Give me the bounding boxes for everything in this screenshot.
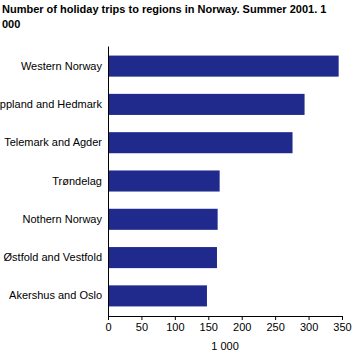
x-tick-label: 250 [266, 321, 284, 333]
y-tick: Western Norway [21, 60, 108, 72]
x-tick-mark [208, 316, 209, 320]
x-tick-mark [141, 316, 142, 320]
bar [108, 132, 293, 153]
bar [108, 209, 218, 230]
x-axis-line [109, 317, 343, 321]
y-tick-label: Østfold and Vestfold [4, 251, 102, 263]
y-tick: Nothern Norway [23, 213, 108, 225]
bar [108, 56, 339, 77]
y-axis-line [108, 47, 109, 317]
y-axis: Western Norway Buskerud, Oppland and Hedm… [0, 47, 109, 317]
y-tick: Østfold and Vestfold [4, 251, 108, 263]
y-tick: Buskerud, Oppland and Hedmark [0, 98, 108, 110]
x-tick: 200 [233, 316, 251, 333]
bars [108, 56, 339, 307]
x-tick-mark [242, 316, 243, 320]
title: Number of holiday trips to regions in No… [2, 3, 326, 30]
x-tick: 350 [333, 316, 351, 333]
y-tick-label: Trøndelag [52, 175, 102, 187]
x-tick: 250 [266, 316, 284, 333]
x-tick-label: 100 [166, 321, 184, 333]
x-tick-mark [309, 316, 310, 320]
x-tick: 100 [166, 316, 184, 333]
y-tick-label: Buskerud, Oppland and Hedmark [0, 98, 102, 110]
bar [108, 170, 220, 191]
y-tick-label: Western Norway [21, 60, 103, 72]
x-tick: 50 [136, 316, 148, 333]
x-tick-mark [175, 316, 176, 320]
x-tick-label: 200 [233, 321, 251, 333]
y-tick: Telemark and Agder [4, 136, 108, 148]
x-tick-label: 150 [200, 321, 218, 333]
x-tick-label: 300 [300, 321, 318, 333]
x-tick-label: 0 [105, 321, 111, 333]
x-tick-label: 50 [136, 321, 148, 333]
bar [108, 247, 217, 268]
y-tick-label: Telemark and Agder [4, 136, 102, 148]
x-tick-mark [275, 316, 276, 320]
x-tick-mark [108, 316, 109, 320]
x-tick-label: 350 [333, 321, 351, 333]
y-tick-label: Akershus and Oslo [9, 289, 102, 301]
y-tick-label: Nothern Norway [23, 213, 103, 225]
x-axis: 0 50 100 150 200 250 300 350 [105, 316, 351, 333]
x-tick: 0 [105, 316, 111, 333]
y-tick: Trøndelag [52, 175, 108, 187]
x-tick: 300 [300, 316, 318, 333]
bar [108, 285, 207, 306]
x-tick-mark [342, 316, 343, 320]
bar [108, 94, 305, 115]
plot: 0 50 100 150 200 250 300 350 Western Norway Buske… [0, 47, 352, 333]
chart: Number of holiday trips to regions in No… [0, 0, 357, 362]
y-tick: Akershus and Oslo [9, 289, 108, 301]
x-axis-title: 1 000 [211, 340, 239, 352]
x-tick: 150 [200, 316, 218, 333]
